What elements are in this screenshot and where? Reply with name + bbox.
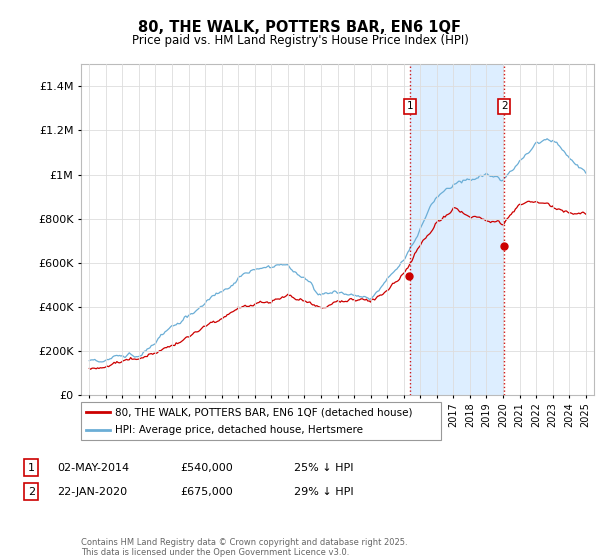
Text: £540,000: £540,000 — [180, 463, 233, 473]
Text: 22-JAN-2020: 22-JAN-2020 — [57, 487, 127, 497]
Text: Price paid vs. HM Land Registry's House Price Index (HPI): Price paid vs. HM Land Registry's House … — [131, 34, 469, 46]
Bar — [410, 64, 504, 395]
Text: 02-MAY-2014: 02-MAY-2014 — [57, 463, 129, 473]
Text: 1: 1 — [28, 463, 35, 473]
Text: 1: 1 — [407, 101, 413, 111]
Text: 80, THE WALK, POTTERS BAR, EN6 1QF: 80, THE WALK, POTTERS BAR, EN6 1QF — [139, 20, 461, 35]
Text: 2: 2 — [28, 487, 35, 497]
Text: 25% ↓ HPI: 25% ↓ HPI — [294, 463, 353, 473]
Text: 2: 2 — [501, 101, 508, 111]
Text: HPI: Average price, detached house, Hertsmere: HPI: Average price, detached house, Hert… — [115, 425, 362, 435]
Text: 80, THE WALK, POTTERS BAR, EN6 1QF (detached house): 80, THE WALK, POTTERS BAR, EN6 1QF (deta… — [115, 407, 412, 417]
Text: Contains HM Land Registry data © Crown copyright and database right 2025.
This d: Contains HM Land Registry data © Crown c… — [81, 538, 407, 557]
Text: £675,000: £675,000 — [180, 487, 233, 497]
Text: 29% ↓ HPI: 29% ↓ HPI — [294, 487, 353, 497]
